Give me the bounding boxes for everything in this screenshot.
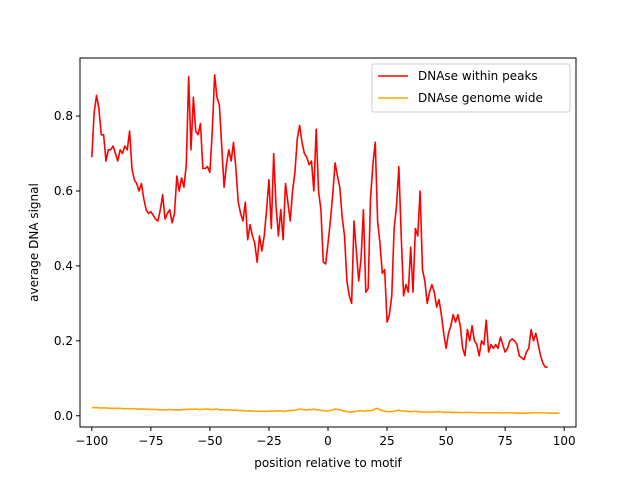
x-axis-label: position relative to motif — [254, 456, 402, 470]
legend-box — [371, 63, 571, 113]
x-tick-label: 25 — [379, 434, 394, 448]
y-tick-label: 0.6 — [54, 184, 73, 198]
y-axis-label: average DNA signal — [27, 183, 41, 302]
x-tick-label: −25 — [256, 434, 281, 448]
y-tick-label: 0.2 — [54, 334, 73, 348]
series-line-dnase-genome-wide — [91, 406, 560, 414]
x-tick-label: 75 — [498, 434, 513, 448]
x-tick-label: −100 — [75, 434, 108, 448]
x-tick-label: 100 — [553, 434, 576, 448]
legend-label-dnase-within-peaks: DNAse within peaks — [418, 69, 538, 83]
x-tick-label: 50 — [438, 434, 453, 448]
legend: DNAse within peaks DNAse genome wide — [371, 63, 571, 113]
legend-label-dnase-genome-wide: DNAse genome wide — [418, 91, 543, 105]
x-tick-label: 0 — [324, 434, 332, 448]
series-layer — [91, 74, 560, 414]
y-tick-label: 0.0 — [54, 409, 73, 423]
x-tick-label: −75 — [138, 434, 163, 448]
x-axis-ticks: −100 −75 −50 −25 0 25 50 75 100 — [75, 427, 576, 448]
y-axis-ticks: 0.0 0.2 0.4 0.6 0.8 — [54, 109, 80, 423]
x-tick-label: −50 — [197, 434, 222, 448]
series-line-dnase-within-peaks — [91, 74, 548, 368]
y-tick-label: 0.4 — [54, 259, 73, 273]
y-tick-label: 0.8 — [54, 109, 73, 123]
